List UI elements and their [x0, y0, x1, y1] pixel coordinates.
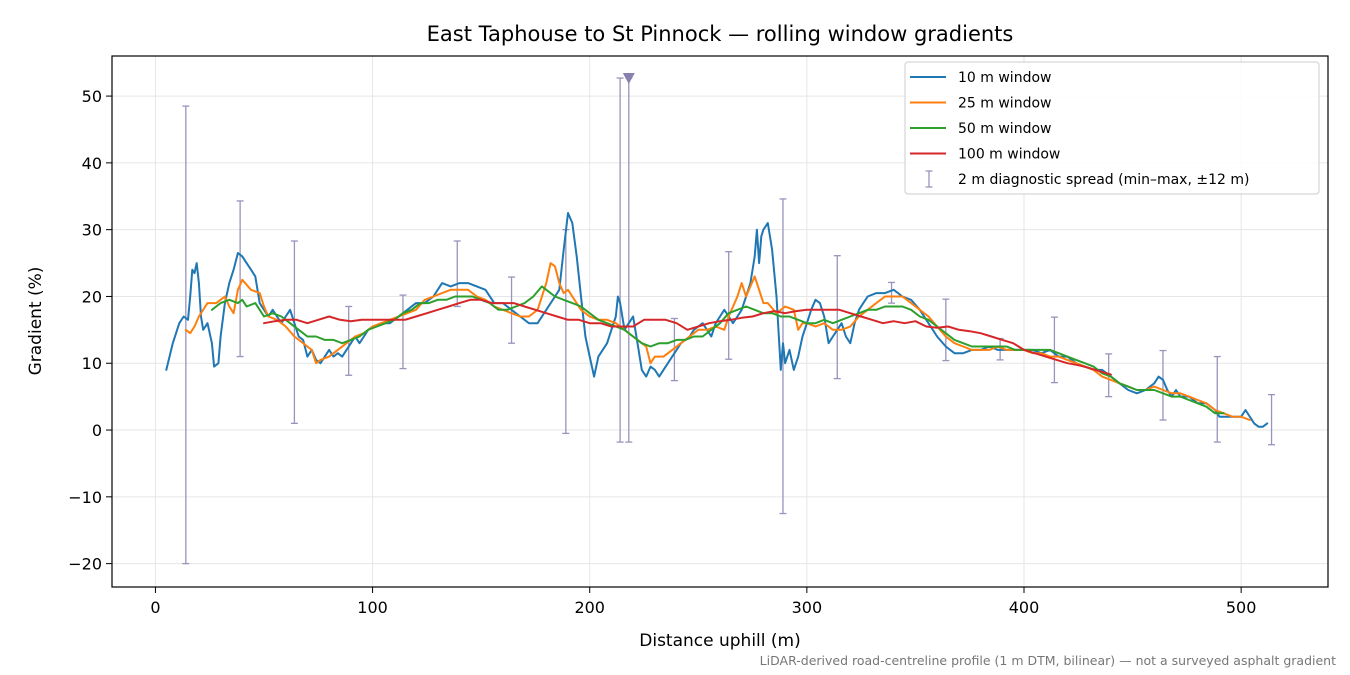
legend-item: 25 m window: [910, 96, 1051, 112]
spread-bar: [833, 255, 841, 380]
spread-bar: [670, 317, 678, 382]
spread-bar: [942, 298, 950, 362]
series-line-3: [263, 298, 1112, 376]
y-tick-label: 0: [92, 421, 102, 440]
spread-bar: [725, 251, 733, 360]
y-tick-label: 30: [82, 221, 102, 240]
spread-bar: [1159, 349, 1167, 421]
spread-bar: [290, 240, 298, 425]
spread-bar: [616, 77, 624, 443]
legend-label: 10 m window: [958, 70, 1051, 86]
gradient-series: [165, 212, 1269, 428]
x-tick-label: 400: [1009, 598, 1040, 617]
x-tick-label: 100: [357, 598, 388, 617]
footnote: LiDAR-derived road-centreline profile (1…: [760, 653, 1336, 668]
spread-bar: [888, 281, 896, 304]
legend: 10 m window 25 m window 50 m window 100 m w…: [904, 61, 1320, 195]
legend-label: 2 m diagnostic spread (min–max, ±12 m): [958, 172, 1249, 188]
legend-label: 50 m window: [958, 121, 1051, 137]
spread-bar: [1213, 355, 1221, 443]
series-line-1: [184, 262, 1251, 421]
x-axis-title: Distance uphill (m): [639, 631, 800, 651]
legend-item: 50 m window: [910, 121, 1051, 137]
off-scale-marker: [622, 73, 635, 85]
y-tick-label: −20: [68, 555, 102, 574]
y-tick-label: −10: [68, 488, 102, 507]
diagnostic-spread-series: [182, 73, 1276, 565]
spread-bar: [236, 200, 244, 358]
x-tick-label: 0: [150, 598, 160, 617]
spread-bar: [779, 198, 787, 515]
spread-bar: [182, 105, 190, 565]
legend-item: 100 m window: [910, 147, 1060, 163]
y-axis-title: Gradient (%): [26, 267, 46, 376]
legend-label: 100 m window: [958, 147, 1060, 163]
legend-item: 2 m diagnostic spread (min–max, ±12 m): [925, 170, 1249, 188]
chart-title: East Taphouse to St Pinnock — rolling wi…: [427, 22, 1014, 46]
series-line-2: [210, 285, 1225, 415]
x-tick-label: 500: [1226, 598, 1257, 617]
series-line-0: [165, 212, 1269, 428]
x-axis-ticks: 0 100 200 300 400 500: [150, 587, 1256, 617]
spread-bar: [1050, 316, 1058, 384]
spread-bar: [625, 77, 633, 443]
spread-bar: [1268, 393, 1276, 446]
legend-item: 10 m window: [910, 70, 1051, 86]
y-axis-ticks: −20 −10 0 10 20 30 40 50: [68, 87, 112, 574]
x-tick-label: 300: [792, 598, 823, 617]
x-tick-label: 200: [574, 598, 605, 617]
legend-label: 25 m window: [958, 96, 1051, 112]
y-tick-label: 10: [82, 354, 102, 373]
plot-frame: [111, 55, 1329, 588]
legend-frame: [904, 61, 1320, 195]
y-tick-label: 20: [82, 287, 102, 306]
y-tick-label: 50: [82, 87, 102, 106]
y-tick-label: 40: [82, 154, 102, 173]
spread-bar: [399, 294, 407, 370]
